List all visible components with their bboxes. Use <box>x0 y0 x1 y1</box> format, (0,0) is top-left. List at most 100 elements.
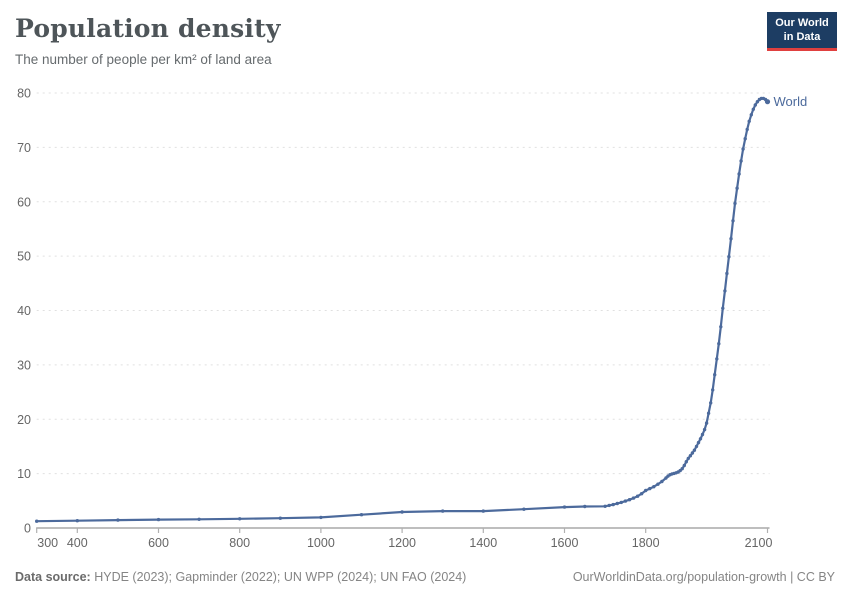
y-tick-label: 40 <box>17 304 31 318</box>
world-data-point <box>656 482 660 486</box>
footer-license-link[interactable]: OurWorldinData.org/population-growth | C… <box>572 570 835 584</box>
world-data-point <box>729 237 733 241</box>
world-data-point <box>688 454 693 458</box>
logo-line-1: Our World <box>775 17 829 29</box>
world-data-point <box>639 492 644 496</box>
world-data-point <box>739 159 743 163</box>
world-series-line <box>35 97 769 523</box>
x-tick-label: 1000 <box>307 536 335 550</box>
world-data-point <box>583 504 587 509</box>
data-source-text: HYDE (2023); Gapminder (2022); UN WPP (2… <box>90 570 467 584</box>
world-end-point <box>764 99 771 105</box>
x-tick-label: 1600 <box>551 536 579 550</box>
world-data-point <box>735 186 739 190</box>
world-data-point <box>692 448 697 452</box>
world-data-point <box>706 411 711 415</box>
y-tick-label: 20 <box>17 413 31 427</box>
world-data-point <box>607 503 611 508</box>
y-tick-label: 0 <box>24 522 31 536</box>
world-data-point <box>623 499 628 503</box>
world-data-point <box>700 432 705 437</box>
data-source: Data source: HYDE (2023); Gapminder (202… <box>15 570 466 584</box>
world-data-point <box>709 401 713 405</box>
x-tick-label: 800 <box>229 536 250 550</box>
world-data-point <box>680 467 684 471</box>
x-tick-label: 300 <box>37 536 58 550</box>
world-data-point <box>696 440 701 445</box>
world-data-point <box>359 513 364 517</box>
world-data-point <box>749 113 753 117</box>
world-data-point <box>747 119 751 124</box>
world-data-point <box>721 306 725 310</box>
x-tick-label: 400 <box>67 536 88 550</box>
world-data-point <box>713 373 717 377</box>
data-source-label: Data source: <box>15 570 91 584</box>
world-data-point <box>156 517 161 522</box>
world-data-point <box>741 147 745 151</box>
world-data-point <box>755 100 760 104</box>
x-tick-label: 1200 <box>388 536 416 550</box>
world-data-point <box>737 172 741 176</box>
world-data-point <box>238 517 242 521</box>
world-data-point <box>627 498 632 502</box>
world-data-point <box>733 201 737 206</box>
x-tick-label: 2100 <box>745 536 773 550</box>
world-data-point <box>711 388 715 392</box>
world-data-point <box>725 271 729 276</box>
world-data-point <box>702 427 707 432</box>
world-data-point <box>660 479 664 484</box>
y-tick-label: 50 <box>17 250 31 264</box>
world-data-point <box>603 504 607 508</box>
world-data-point <box>481 509 485 513</box>
world-data-point <box>751 107 755 112</box>
x-tick-label: 1800 <box>632 536 660 550</box>
world-data-point <box>727 255 731 259</box>
world-data-point <box>648 486 652 491</box>
world-data-point <box>400 510 404 514</box>
y-tick-label: 70 <box>17 141 31 155</box>
world-data-point <box>690 451 695 455</box>
world-data-point <box>704 421 709 425</box>
world-data-point <box>611 502 615 507</box>
world-data-point <box>684 460 688 464</box>
y-tick-label: 80 <box>17 87 31 101</box>
world-entity-label: World <box>774 94 808 109</box>
world-data-point <box>717 342 721 346</box>
page-subtitle: The number of people per km² of land are… <box>15 52 272 67</box>
world-data-point <box>615 501 619 506</box>
x-tick-label: 600 <box>148 536 169 550</box>
world-data-point <box>723 289 727 293</box>
world-data-point <box>743 137 747 141</box>
world-data-point <box>698 437 703 441</box>
world-data-point <box>635 494 640 498</box>
world-data-point <box>75 519 80 523</box>
world-data-point <box>522 507 526 511</box>
world-data-point <box>197 517 201 521</box>
page-title: Population density <box>15 14 281 43</box>
world-data-point <box>278 516 282 520</box>
owid-logo[interactable]: Our World in Data <box>767 12 837 51</box>
world-data-point <box>715 357 719 361</box>
x-tick-label: 1400 <box>469 536 497 550</box>
y-tick-label: 10 <box>17 467 31 481</box>
y-tick-label: 60 <box>17 195 31 209</box>
world-data-point <box>686 456 690 461</box>
world-data-point <box>319 515 323 520</box>
world-data-point <box>619 500 623 505</box>
world-data-point <box>694 444 699 449</box>
world-data-point <box>753 103 757 107</box>
world-data-point <box>745 127 749 132</box>
world-data-point <box>631 496 636 500</box>
world-data-point <box>35 519 39 523</box>
world-data-point <box>652 485 656 489</box>
y-tick-label: 30 <box>17 358 31 372</box>
world-data-point <box>116 518 120 522</box>
logo-line-2: in Data <box>783 31 821 43</box>
world-data-point <box>731 219 735 223</box>
world-data-point <box>441 509 445 513</box>
world-data-point <box>682 463 686 468</box>
world-data-point <box>719 325 723 329</box>
chart-footer: Data source: HYDE (2023); Gapminder (202… <box>15 570 835 584</box>
